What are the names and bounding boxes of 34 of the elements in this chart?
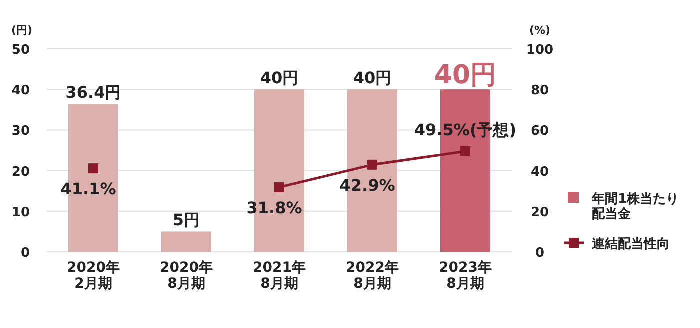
x-tick-label: 2021年 8月期: [253, 260, 306, 292]
data-label: 40円: [434, 60, 497, 91]
y2-tick-label: 60: [530, 124, 550, 140]
x-tick-label: 2020年 2月期: [67, 260, 120, 292]
y-tick-label: 50: [12, 43, 30, 58]
bar: [162, 232, 212, 252]
point: [460, 146, 470, 157]
data-label: 41.1%: [60, 180, 116, 199]
y-tick-label: 20: [12, 164, 30, 180]
point: [274, 182, 284, 192]
data-label: 42.9%: [340, 176, 396, 195]
legend-label: 連結配当性向: [591, 237, 670, 252]
legend-label: 年間1株当たり配当金: [591, 192, 680, 222]
y2-tick-label: 100: [526, 43, 554, 58]
x-tick-label: 2022年 8月期: [346, 260, 399, 292]
y-tick-label: 40: [12, 84, 30, 99]
x-tick-label: 2020年 8月期: [160, 260, 213, 292]
point: [368, 160, 378, 170]
data-label: 36.4円: [66, 83, 122, 102]
point: [88, 164, 98, 174]
y2-tick-label: 0: [535, 246, 545, 261]
y2-tick-label: 40: [530, 164, 550, 180]
data-label: 5円: [172, 210, 200, 230]
data-label: 40円: [353, 68, 392, 88]
y-tick-label: 30: [12, 124, 30, 140]
y2-axis-title: (%): [529, 24, 551, 37]
y-axis-title: (円): [11, 24, 33, 37]
data-label: 40円: [260, 68, 299, 88]
data-label: 31.8%: [246, 198, 302, 218]
y-tick-label: 0: [20, 246, 30, 261]
x-tick-label: 2023年 8月期: [439, 260, 492, 292]
y-tick-label: 10: [12, 205, 30, 220]
y2-tick-label: 80: [530, 84, 550, 99]
y2-tick-label: 20: [530, 205, 550, 220]
